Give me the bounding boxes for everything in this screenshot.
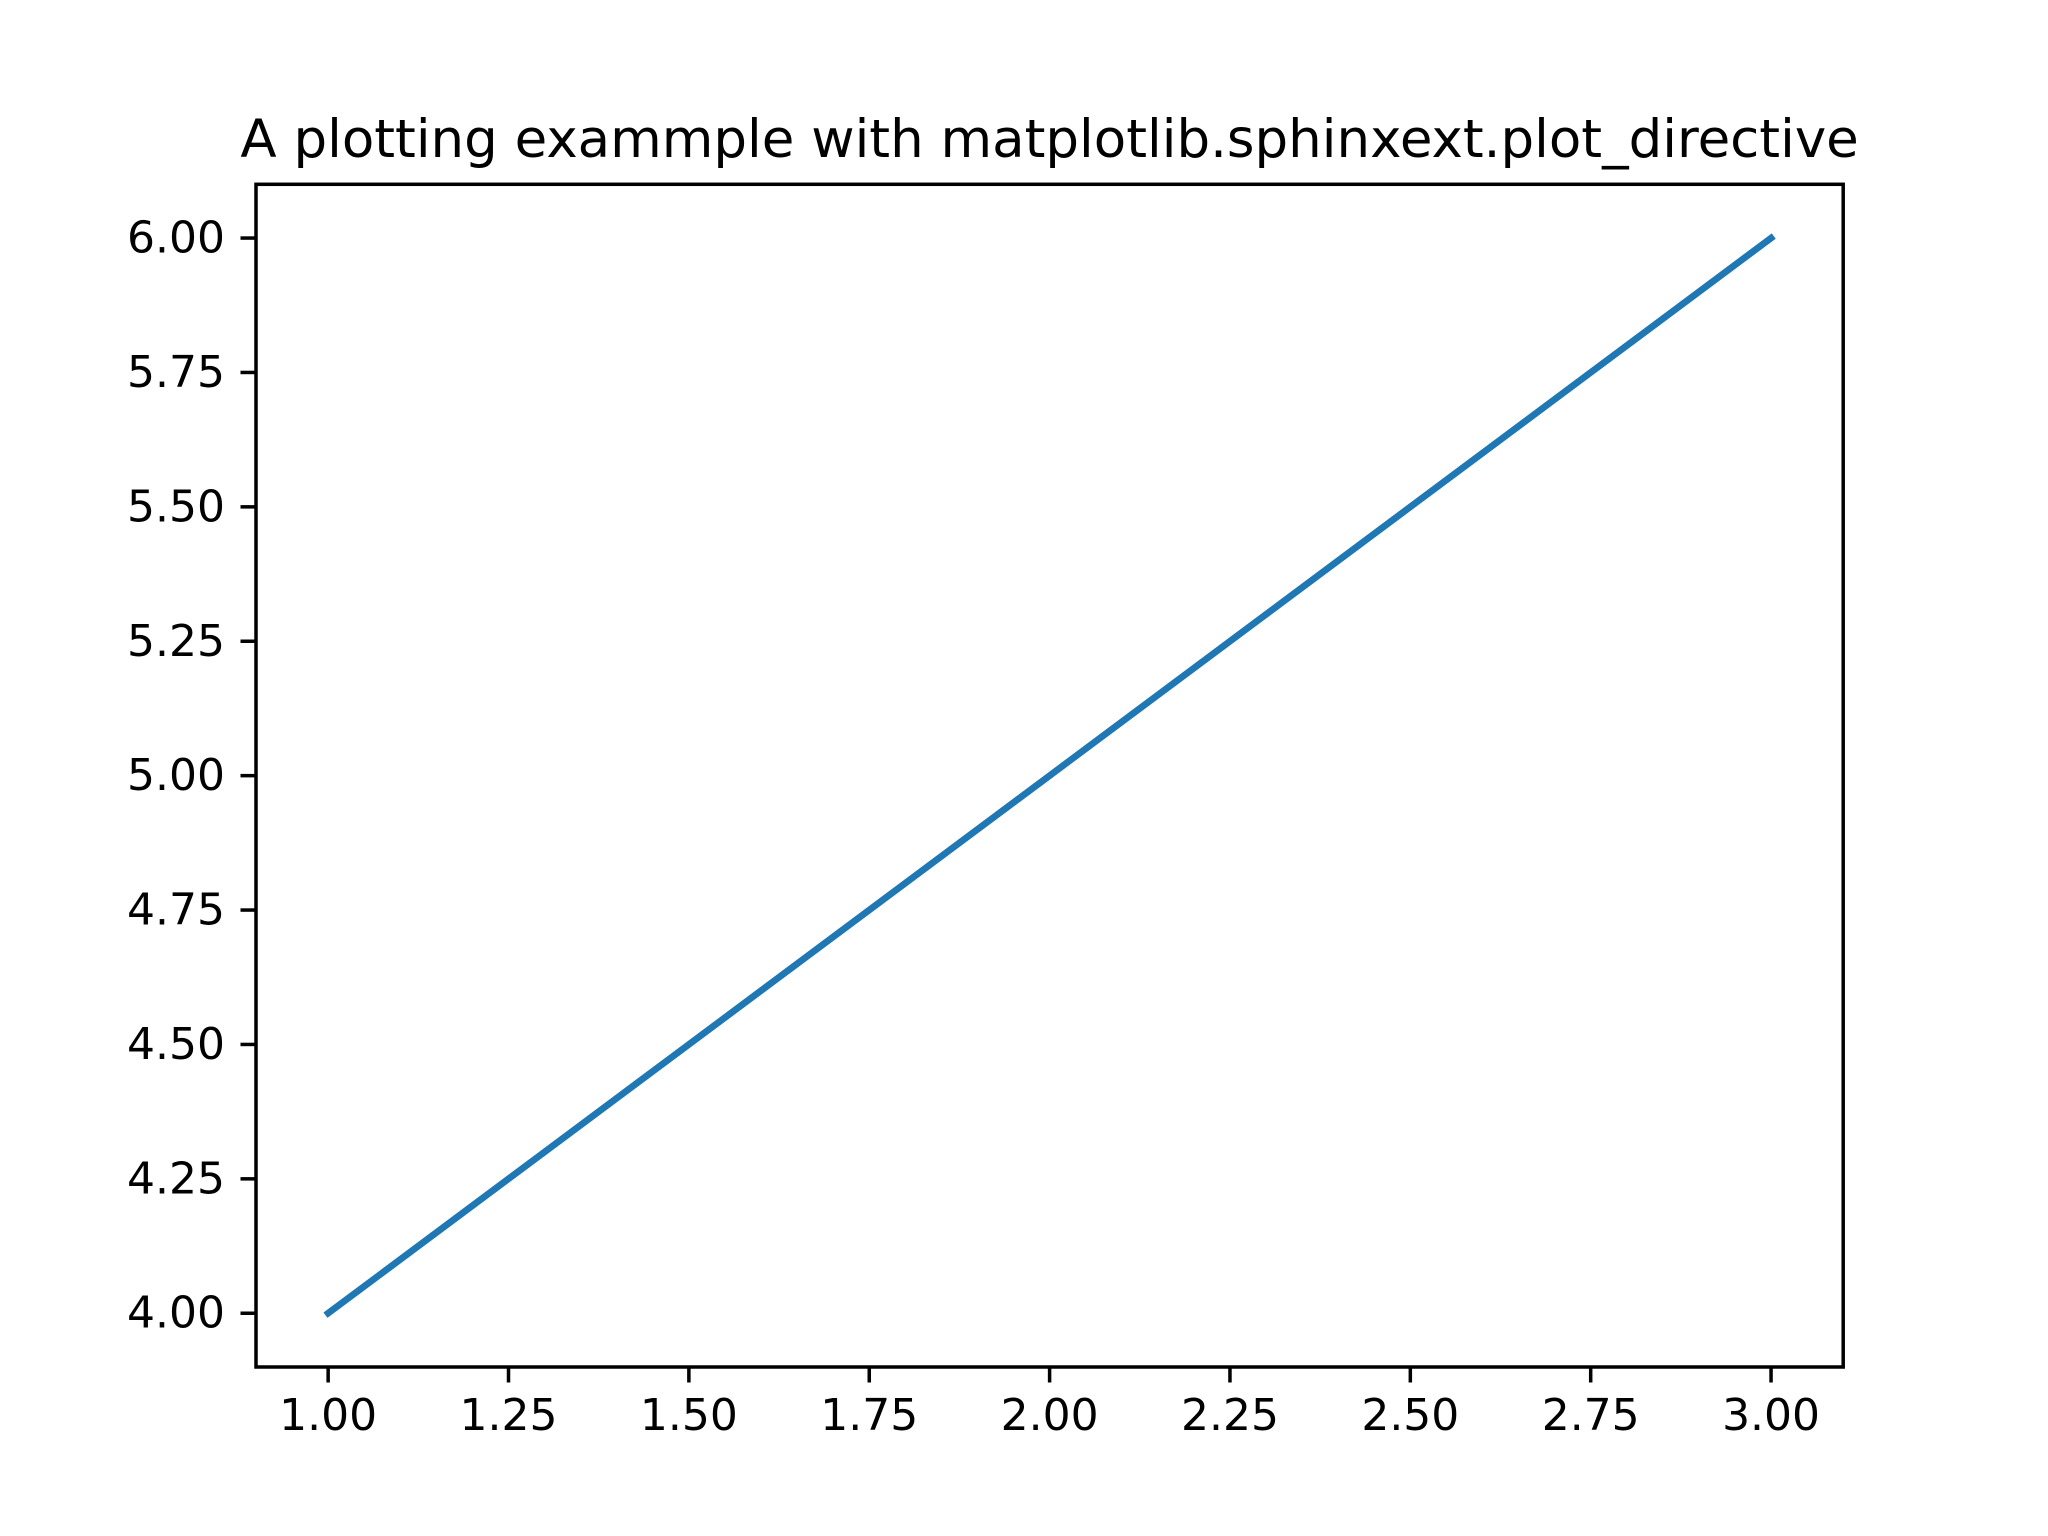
x-tick-label: 1.25 (460, 1390, 558, 1441)
x-tick-label: 1.75 (820, 1390, 918, 1441)
x-tick-label: 3.00 (1722, 1390, 1820, 1441)
chart-title: A plotting exammple with matplotlib.sphi… (240, 109, 1858, 170)
x-tick-label: 2.75 (1542, 1390, 1640, 1441)
x-tick-label: 2.25 (1181, 1390, 1279, 1441)
x-tick-label: 2.00 (1001, 1390, 1099, 1441)
x-tick-label: 1.00 (279, 1390, 377, 1441)
x-tick-label: 1.50 (640, 1390, 738, 1441)
y-tick-label: 4.00 (127, 1288, 225, 1339)
y-tick-label: 5.75 (127, 347, 225, 398)
y-tick-label: 6.00 (127, 213, 225, 264)
y-tick-label: 4.50 (127, 1019, 225, 1070)
y-tick-label: 4.75 (127, 885, 225, 936)
y-tick-label: 5.00 (127, 750, 225, 801)
y-tick-label: 5.50 (127, 481, 225, 532)
x-tick-label: 2.50 (1361, 1390, 1459, 1441)
y-tick-label: 5.25 (127, 616, 225, 667)
data-line (323, 233, 1776, 1318)
y-tick-label: 4.25 (127, 1153, 225, 1204)
